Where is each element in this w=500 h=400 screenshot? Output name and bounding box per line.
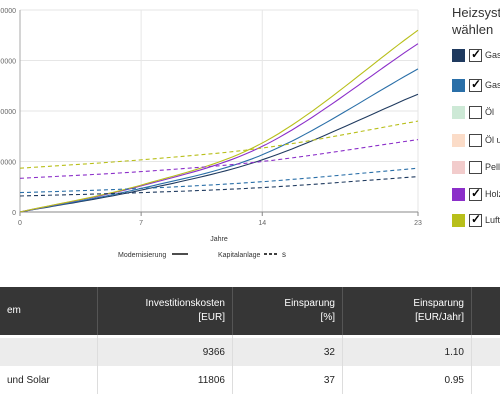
column-header[interactable]: Investitionskosten [EUR]: [97, 287, 233, 335]
legend-label: Holz: [485, 189, 500, 199]
y-tick-label: 0: [12, 210, 16, 217]
table-spacer: [0, 335, 500, 338]
table-cell: 0.95: [342, 366, 472, 394]
legend-kapitalanlage-suffix: s: [282, 250, 286, 259]
legend-color-swatch: [452, 79, 465, 92]
legend-label: Gas: [485, 50, 500, 60]
column-header-unit: [%]: [320, 312, 335, 323]
legend-label: Luft: [485, 215, 500, 225]
y-tick-label: 60000: [0, 109, 16, 116]
legend-label: Öl u: [485, 135, 500, 145]
series-line-dashed: [19, 139, 419, 179]
column-header-title: Einsparung: [413, 298, 464, 309]
legend-item[interactable]: ✓ Luft: [452, 212, 500, 229]
table-cell: 11806: [97, 366, 233, 394]
series-line-solid: [19, 68, 419, 213]
checkmark-icon: ✓: [471, 186, 482, 200]
y-tick-label: 120000: [0, 8, 16, 15]
legend-item[interactable]: Öl u: [452, 133, 500, 149]
legend-modernisierung-label: Modernisierung: [118, 252, 166, 259]
column-header-unit: [EUR]: [198, 312, 225, 323]
column-header[interactable]: em: [0, 287, 98, 335]
legend-checkbox[interactable]: ✓: [469, 212, 482, 227]
legend-label: Öl: [485, 107, 494, 117]
column-header-unit: [EUR/Jahr]: [415, 312, 464, 323]
series-line-dashed: [19, 120, 419, 169]
cost-comparison-chart: 0 30000 60000 90000 120000 0 7 14 23 Jahre Moderni…: [0, 8, 422, 259]
series-line-solid: [19, 43, 419, 213]
legend-label: Pell: [485, 162, 500, 172]
legend-color-swatch: [452, 49, 465, 62]
table-row[interactable]: und Solar 11806 37 0.95: [0, 366, 500, 394]
column-header-title: em: [7, 305, 21, 316]
legend-item[interactable]: ✓Holz: [452, 186, 500, 203]
x-tick-label: 0: [18, 220, 22, 227]
x-tick-label: 7: [139, 220, 143, 227]
x-tick-label: 14: [258, 220, 266, 227]
legend-kapitalanlage-label: Kapitalanlage: [218, 252, 261, 259]
legend-item[interactable]: ✓ Gas: [452, 47, 500, 64]
series-line-dashed: [19, 167, 419, 194]
legend-color-swatch: [452, 188, 465, 201]
legend-label: Gas: [485, 80, 500, 90]
column-header-title: Einsparung: [284, 298, 335, 309]
legend-color-swatch: [452, 106, 465, 119]
checkmark-icon: ✓: [471, 212, 482, 226]
x-axis-label: Jahre: [210, 236, 228, 243]
legend-color-swatch: [452, 134, 465, 147]
results-table: em Investitionskosten [EUR] Einsparung [%] Ei…: [0, 287, 500, 394]
legend-item[interactable]: Öl: [452, 105, 500, 121]
legend-title: Heizsystem wählen: [452, 5, 500, 37]
column-header[interactable]: Einsparung [EUR/Jahr]: [342, 287, 472, 335]
table-cell: 37: [232, 366, 343, 394]
table-cell: 9366: [97, 338, 233, 366]
checkmark-icon: ✓: [471, 47, 482, 61]
legend-checkbox[interactable]: [469, 161, 482, 174]
legend-item[interactable]: ✓ Gas: [452, 77, 500, 94]
series-line-dashed: [19, 176, 419, 197]
table-cell: [471, 338, 500, 366]
legend-color-swatch: [452, 214, 465, 227]
table-cell: 32: [232, 338, 343, 366]
legend-checkbox[interactable]: ✓: [469, 186, 482, 201]
legend-color-swatch: [452, 161, 465, 174]
column-header[interactable]: [471, 287, 500, 335]
y-tick-label: 30000: [0, 160, 16, 167]
column-header-title: Investitionskosten: [145, 298, 226, 309]
legend-checkbox[interactable]: ✓: [469, 47, 482, 62]
legend-checkbox[interactable]: ✓: [469, 77, 482, 92]
series-line-solid: [19, 93, 419, 213]
legend-item[interactable]: Pell: [452, 160, 500, 176]
column-header[interactable]: Einsparung [%]: [232, 287, 343, 335]
table-cell: 1.10: [342, 338, 472, 366]
table-cell: [471, 366, 500, 394]
table-cell: und Solar: [0, 366, 98, 394]
x-tick-label: 23: [414, 220, 422, 227]
legend-checkbox[interactable]: [469, 134, 482, 147]
checkmark-icon: ✓: [471, 77, 482, 91]
table-row[interactable]: 9366 32 1.10: [0, 338, 500, 366]
y-tick-label: 90000: [0, 59, 16, 66]
table-cell: [0, 338, 98, 366]
results-table-wrap: em Investitionskosten [EUR] Einsparung [%] Ei…: [0, 287, 500, 394]
series-line-solid: [19, 29, 419, 213]
legend-checkbox[interactable]: [469, 106, 482, 119]
